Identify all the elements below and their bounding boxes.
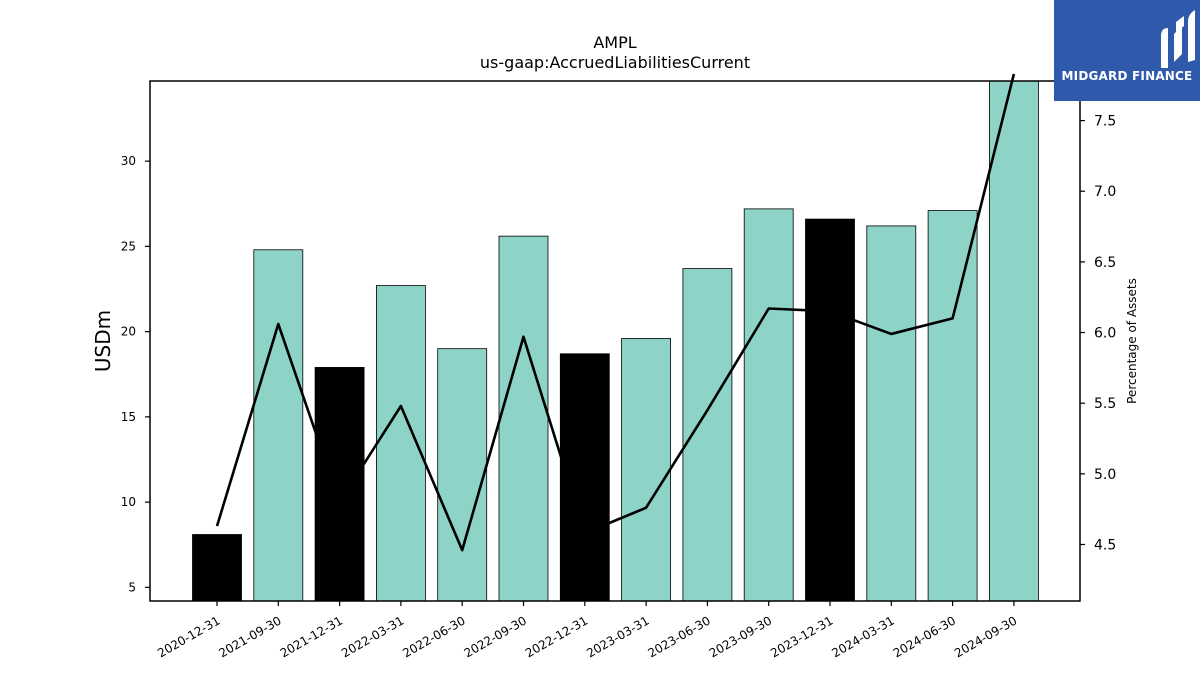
y-axis-left: 5 10 15 20 25 30 (121, 154, 150, 594)
y2-tick-label: 5.0 (1094, 467, 1116, 483)
x-tick-label: 2023-03-31 (584, 613, 651, 660)
bar-2024-03-31 (866, 225, 917, 602)
x-tick-label: 2022-09-30 (462, 613, 529, 660)
y-tick-label: 20 (121, 325, 136, 339)
x-tick-label: 2022-12-31 (523, 613, 590, 660)
bar-2023-12-31 (805, 218, 855, 602)
y-tick-label: 10 (121, 495, 136, 509)
x-tick-label: 2021-12-31 (278, 613, 345, 660)
percentage-line (215, 73, 1016, 552)
bar-2021-09-30 (253, 249, 304, 602)
chart-title: AMPL (593, 33, 636, 52)
logo-mark-icon (1161, 10, 1195, 68)
y-tick-label: 25 (121, 239, 136, 253)
y-axis-right: 4.5 5.0 5.5 6.0 6.5 7.0 7.5 (1080, 114, 1116, 553)
y2-tick-label: 6.0 (1094, 326, 1116, 342)
x-tick-label: 2023-09-30 (707, 613, 774, 660)
x-axis: 2020-12-312021-09-302021-12-312022-03-31… (155, 601, 1019, 660)
y-tick-label: 5 (128, 580, 136, 594)
y-tick-label: 15 (121, 410, 136, 424)
x-tick-label: 2021-09-30 (216, 613, 283, 660)
chart-subtitle: us-gaap:AccruedLiabilitiesCurrent (480, 53, 750, 72)
y-tick-label: 30 (121, 154, 136, 168)
x-tick-label: 2024-03-31 (829, 613, 896, 660)
y2-tick-label: 6.5 (1094, 255, 1116, 271)
bar-2020-12-31 (192, 534, 242, 602)
y2-tick-label: 4.5 (1094, 537, 1116, 553)
y2-axis-label: Percentage of Assets (1125, 278, 1139, 404)
x-tick-label: 2022-03-31 (339, 613, 406, 660)
bar-2023-06-30 (682, 268, 733, 602)
bar-2021-12-31 (314, 367, 365, 602)
x-tick-label: 2022-06-30 (400, 613, 467, 660)
y-axis-label: USDm (91, 310, 115, 372)
bar-2023-09-30 (743, 208, 794, 602)
bar-2022-06-30 (437, 348, 488, 602)
bar-series (192, 80, 1039, 602)
x-tick-label: 2024-09-30 (952, 613, 1019, 660)
y2-tick-label: 5.5 (1094, 396, 1116, 412)
bar-2024-09-30 (989, 80, 1039, 602)
x-tick-label: 2020-12-31 (155, 613, 222, 660)
bar-2022-09-30 (498, 235, 549, 602)
y2-tick-label: 7.5 (1094, 114, 1116, 130)
brand-name: MIDGARD FINANCE (1061, 69, 1193, 83)
y2-tick-label: 7.0 (1094, 184, 1116, 200)
x-tick-label: 2023-06-30 (645, 613, 712, 660)
bar-2023-03-31 (621, 338, 671, 602)
brand-logo: MIDGARD FINANCE (1054, 0, 1200, 101)
plot-frame (149, 80, 1081, 602)
x-tick-label: 2024-06-30 (891, 613, 958, 660)
x-tick-label: 2023-12-31 (768, 613, 835, 660)
line-series (215, 73, 1016, 552)
bar-2024-06-30 (927, 210, 978, 602)
